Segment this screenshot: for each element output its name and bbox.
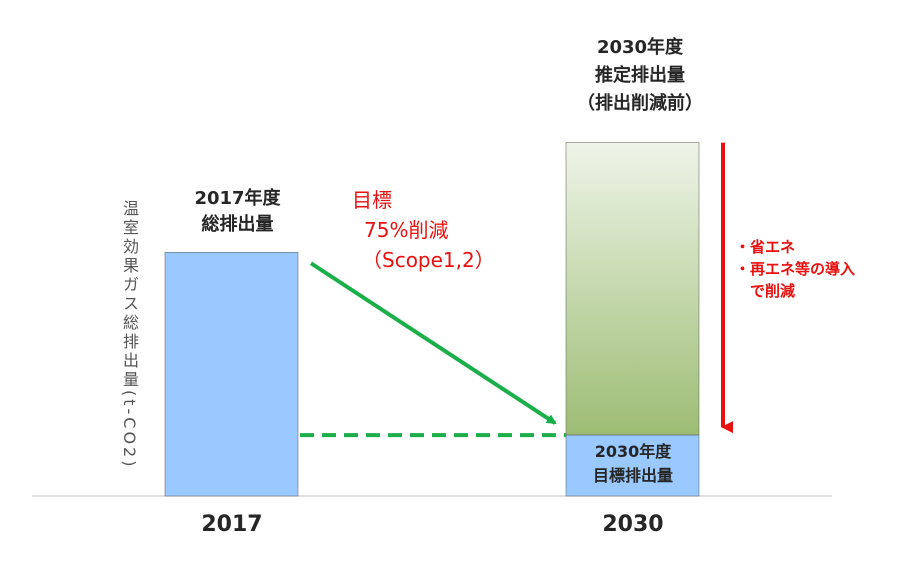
bar-2017-label-line1: 2017年度 [194,188,281,209]
x-tick-2017: 2017 [201,512,263,537]
bar-2030-estimated-label: 2030年度 推定排出量 （排出削減前） [545,34,735,118]
target-label-line2: 目標排出量 [592,466,673,485]
reduction-annotation-line1: ・省エネ [735,238,796,256]
bar-2017-label-line2: 総排出量 [201,214,274,235]
bar-2030-label-line2: 推定排出量 [595,65,685,86]
target-annotation: 目標 75%削減 （Scope1,2） [352,185,495,275]
bar-2030-label-line1: 2030年度 [596,37,684,58]
reduction-annotation-line3: で削減 [735,282,796,300]
target-annotation-line3: （Scope1,2） [362,248,495,272]
target-label-line1: 2030年度 [594,442,672,461]
bar-2017-total [164,252,299,497]
bar-2017-label: 2017年度 総排出量 [150,186,325,238]
bar-2030-target [565,434,700,497]
reduction-annotation-line2: ・再エネ等の導入 [735,260,856,278]
target-annotation-line2: 75%削減 [364,218,449,242]
x-tick-2030: 2030 [602,512,664,537]
y-axis-label: 温室効果ガス総排出量(t-CO2) [120,200,139,470]
bar-2030-estimated [565,142,700,436]
reduction-annotation: ・省エネ ・再エネ等の導入 で削減 [735,236,855,302]
reduction-target-arrow [309,261,557,425]
bar-2030-label-line3: （排出削減前） [577,93,703,114]
target-annotation-line1: 目標 [352,188,392,212]
bar-2030-target-label: 2030年度 目標排出量 [566,440,700,488]
